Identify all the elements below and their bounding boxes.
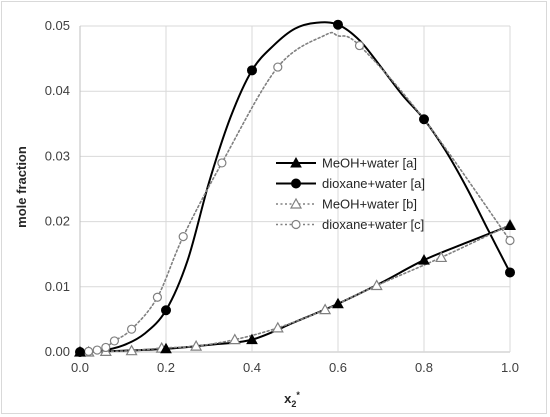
y-tick-label: 0.05: [45, 18, 70, 33]
data-point-1: [419, 114, 429, 125]
data-point-2: [190, 339, 203, 351]
data-point-3: [505, 235, 515, 246]
legend-label-3: dioxane+water [c]: [322, 217, 424, 232]
data-point-0: [504, 219, 516, 231]
data-point-1: [505, 267, 515, 278]
x-tick-label: 0.4: [243, 360, 261, 375]
series-line-3: [79, 31, 511, 353]
data-point-3: [152, 292, 162, 302]
data-point-1: [333, 19, 343, 30]
data-point-2: [370, 279, 383, 291]
data-point-3: [109, 336, 120, 346]
series-markers: [73, 19, 517, 357]
data-point-3: [217, 158, 227, 168]
data-point-0: [332, 297, 344, 309]
axis-titles: x2* mole fraction: [14, 146, 300, 409]
data-point-1: [247, 65, 257, 76]
data-point-2: [435, 251, 448, 263]
x-tick-label: 0.2: [157, 360, 175, 375]
legend-marker-1: [291, 178, 301, 189]
data-point-3: [178, 231, 188, 242]
y-tick-label: 0.01: [45, 279, 70, 294]
y-tick-label: 0.03: [45, 148, 70, 163]
x-tick-label: 0.0: [71, 360, 89, 375]
y-tick-label: 0.02: [45, 214, 70, 229]
legend-marker-2: [289, 197, 303, 209]
legend-marker-3: [291, 219, 301, 230]
x-tick-label: 1.0: [501, 360, 519, 375]
data-point-3: [92, 345, 102, 355]
x-tick-label: 0.6: [329, 360, 347, 375]
x-axis-title: x2*: [284, 390, 300, 409]
data-point-2: [319, 303, 332, 315]
data-point-3: [354, 40, 365, 51]
legend-label-1: dioxane+water [a]: [322, 176, 425, 191]
data-point-1: [161, 305, 171, 316]
data-point-2: [125, 344, 138, 356]
data-point-0: [418, 254, 430, 265]
data-point-3: [101, 342, 111, 353]
y-axis-title: mole fraction: [14, 146, 29, 228]
y-tick-label: 0.00: [45, 344, 70, 359]
legend-label-2: MeOH+water [b]: [322, 197, 417, 212]
data-point-3: [127, 324, 137, 334]
data-point-0: [160, 342, 172, 354]
legend-marker-0: [290, 156, 302, 168]
tick-labels: 0.0 0.2 0.4 0.6 0.8 1.0 0.00 0.01 0.02 0.03 0.04 0.…: [45, 18, 519, 375]
grid-lines: [79, 25, 511, 353]
legend: MeOH+water [a] dioxane+water [a] MeOH+wate…: [276, 156, 425, 232]
legend-label-0: MeOH+water [a]: [322, 156, 417, 171]
data-point-0: [246, 333, 258, 345]
data-point-1: [75, 347, 85, 357]
data-point-3: [273, 62, 283, 72]
data-point-2: [271, 321, 284, 333]
data-point-2: [228, 333, 241, 345]
data-point-3: [83, 346, 94, 356]
y-tick-label: 0.04: [45, 83, 70, 98]
x-tick-label: 0.8: [415, 360, 433, 375]
